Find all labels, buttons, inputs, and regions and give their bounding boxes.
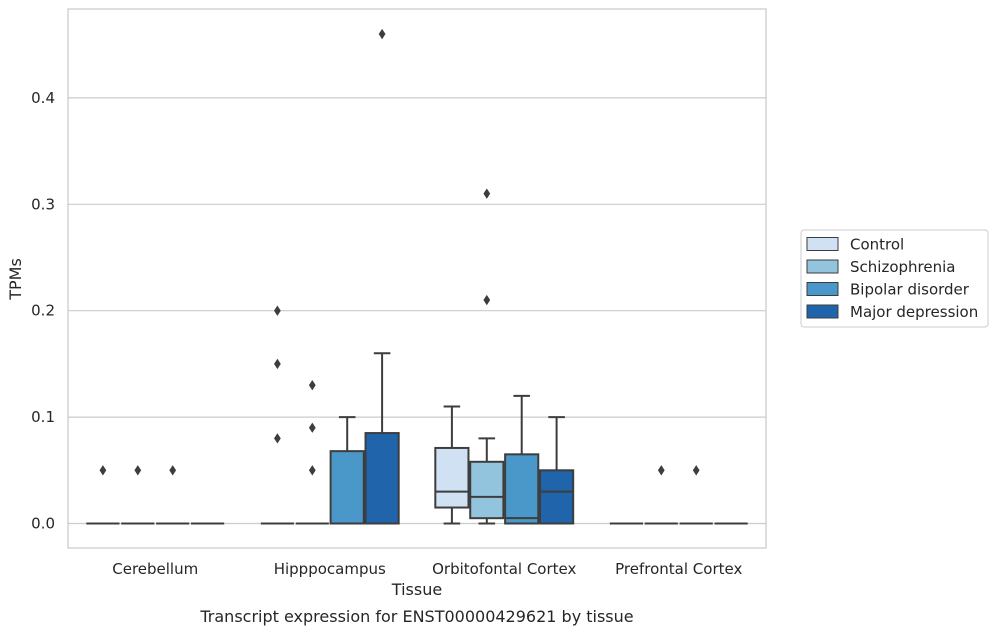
legend-swatch: [806, 304, 839, 319]
y-tick-label: 0.3: [31, 195, 55, 213]
x-tick-label: Cerebellum: [112, 560, 198, 578]
legend: Control Schizophrenia Bipolar disorder Majo…: [800, 229, 989, 328]
box-layer: [86, 28, 748, 525]
outlier-point: [308, 465, 316, 476]
box-body: [539, 469, 575, 525]
legend-item: Bipolar disorder: [806, 281, 970, 299]
box-group: [644, 465, 678, 525]
legend-swatch: [806, 237, 839, 251]
x-tick-labels: Cerebellum Hipppocampus Orbitofontal Corte…: [112, 560, 742, 578]
box-group: [260, 305, 294, 525]
outlier-point: [274, 433, 281, 444]
outlier-point: [274, 305, 281, 316]
outlier-point: [169, 465, 177, 476]
grid-layer: [68, 97, 766, 525]
legend-label: Major depression: [850, 303, 978, 321]
box-group: [504, 394, 540, 525]
legend-swatch: [806, 259, 839, 274]
outlier-point: [483, 294, 491, 306]
y-axis-title: TPMs: [6, 258, 25, 301]
plot-frame: [67, 8, 767, 549]
y-tick-label: 0.4: [31, 89, 55, 107]
box-group: [434, 405, 470, 525]
outlier-point: [308, 422, 316, 433]
legend-frame: [800, 229, 989, 328]
box-group: [329, 416, 365, 525]
x-tick-label: Orbitofontal Cortex: [432, 560, 576, 578]
box-body: [434, 446, 470, 509]
legend-label: Schizophrenia: [850, 258, 955, 276]
box-group: [679, 465, 713, 525]
outlier-point: [657, 465, 665, 476]
box-group: [364, 28, 400, 525]
y-tick-label: 0.1: [31, 408, 55, 426]
chart-caption: Transcript expression for ENST0000042962…: [199, 607, 633, 626]
x-axis-title: Tissue: [391, 580, 442, 599]
outlier-point: [378, 28, 386, 40]
outlier-point: [692, 465, 700, 476]
box-body: [329, 450, 365, 525]
box-body: [364, 432, 400, 525]
outlier-point: [483, 188, 491, 199]
outlier-point: [99, 465, 107, 476]
y-tick-label: 0.2: [31, 302, 55, 320]
outlier-point: [274, 358, 281, 370]
legend-label: Bipolar disorder: [850, 281, 970, 299]
box-body: [504, 453, 540, 525]
box-group: [156, 465, 190, 525]
y-tick-labels: 0.0 0.1 0.2 0.3 0.4: [31, 89, 55, 533]
x-tick-label: Prefrontal Cortex: [615, 560, 742, 578]
box-group: [469, 188, 505, 525]
legend-item: Major depression: [806, 303, 978, 321]
legend-item: Schizophrenia: [806, 258, 955, 276]
legend-item: Control: [806, 236, 904, 254]
x-tick-label: Hipppocampus: [274, 560, 386, 578]
box-group: [86, 465, 120, 525]
legend-swatch: [806, 282, 839, 296]
box-group: [295, 380, 329, 525]
box-group: [121, 465, 155, 525]
box-body: [469, 460, 505, 520]
y-tick-label: 0.0: [31, 515, 55, 533]
outlier-point: [308, 380, 316, 391]
outlier-point: [134, 465, 142, 476]
box-group: [539, 416, 575, 525]
legend-label: Control: [850, 236, 904, 254]
